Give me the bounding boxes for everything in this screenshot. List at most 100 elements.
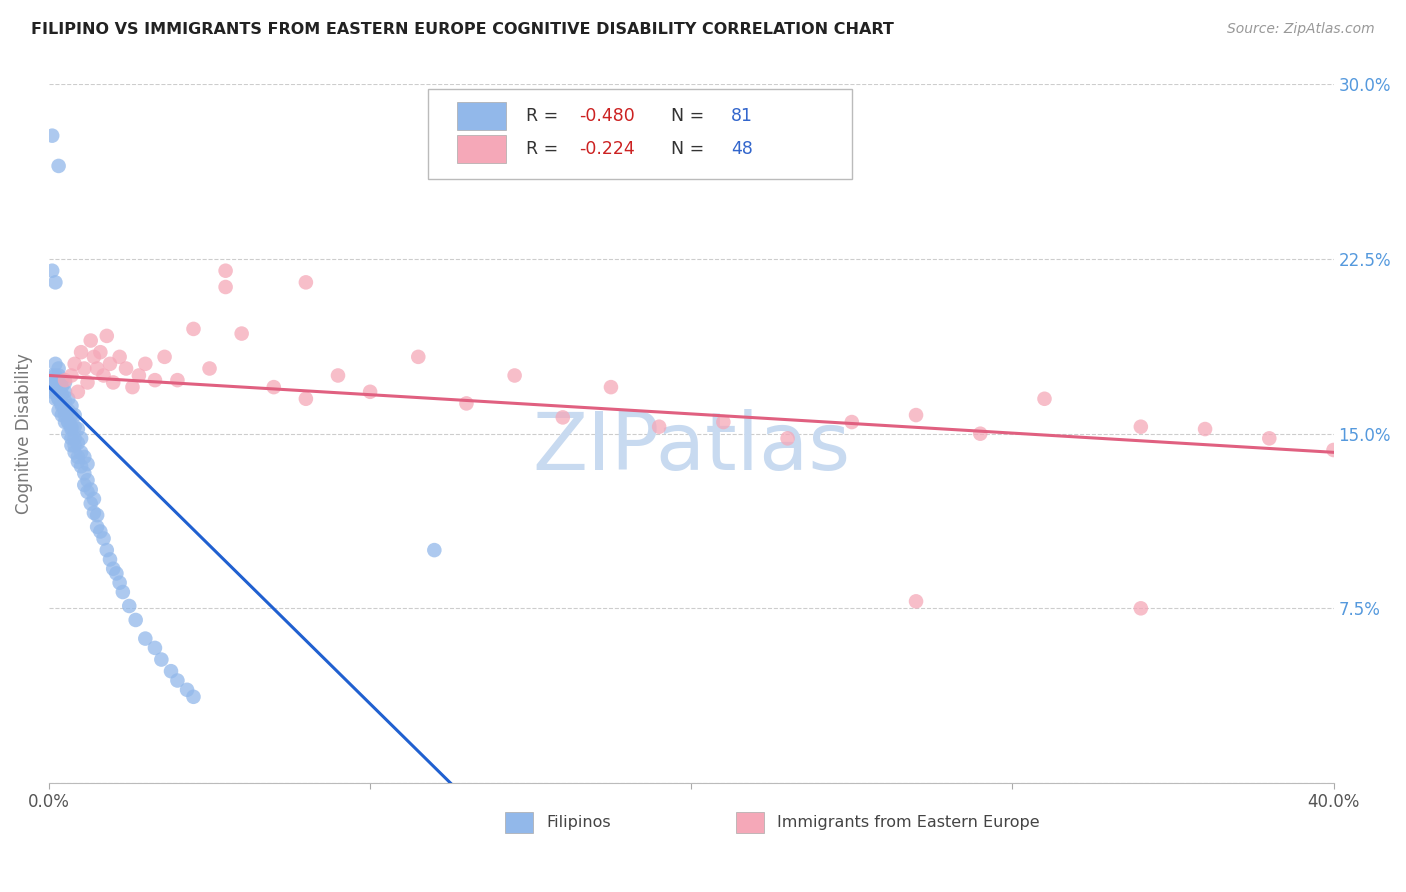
- Point: [60, 368, 83, 383]
- Point: [905, 594, 928, 608]
- Point: [53, 403, 76, 417]
- Point: [44, 368, 66, 383]
- Point: [66, 422, 89, 436]
- Point: [166, 673, 188, 688]
- Point: [63, 431, 86, 445]
- Point: [86, 508, 108, 523]
- Point: [44, 376, 66, 390]
- Text: ZIPatlas: ZIPatlas: [533, 409, 851, 487]
- Point: [48, 392, 70, 406]
- Point: [600, 380, 623, 394]
- Point: [103, 562, 125, 576]
- Point: [58, 392, 80, 406]
- Point: [48, 403, 70, 417]
- Text: Immigrants from Eastern Europe: Immigrants from Eastern Europe: [778, 815, 1040, 830]
- Point: [51, 396, 73, 410]
- Point: [86, 520, 108, 534]
- Bar: [737, 813, 765, 833]
- Point: [70, 431, 93, 445]
- Point: [326, 368, 349, 383]
- Point: [295, 276, 318, 290]
- Point: [98, 552, 121, 566]
- Text: N =: N =: [661, 140, 710, 158]
- Point: [60, 438, 83, 452]
- Point: [51, 373, 73, 387]
- Point: [60, 422, 83, 436]
- Point: [63, 438, 86, 452]
- Point: [423, 543, 446, 558]
- Text: R =: R =: [526, 140, 564, 158]
- Point: [134, 632, 156, 646]
- Point: [48, 384, 70, 399]
- Point: [841, 415, 863, 429]
- Point: [96, 543, 118, 558]
- Point: [70, 445, 93, 459]
- Point: [98, 357, 121, 371]
- Point: [48, 368, 70, 383]
- Point: [76, 473, 98, 487]
- Point: [63, 445, 86, 459]
- Point: [969, 426, 991, 441]
- Text: 48: 48: [731, 140, 754, 158]
- Point: [121, 380, 143, 394]
- Point: [60, 431, 83, 445]
- Point: [60, 419, 83, 434]
- Point: [66, 436, 89, 450]
- Point: [41, 373, 63, 387]
- Text: Filipinos: Filipinos: [546, 815, 610, 830]
- Point: [214, 280, 236, 294]
- Point: [118, 599, 141, 613]
- Text: -0.224: -0.224: [579, 140, 636, 158]
- Point: [53, 384, 76, 399]
- Point: [80, 483, 103, 497]
- Point: [214, 263, 236, 277]
- Point: [44, 276, 66, 290]
- Point: [406, 350, 429, 364]
- Point: [1033, 392, 1056, 406]
- Point: [53, 408, 76, 422]
- Point: [103, 376, 125, 390]
- Point: [359, 384, 381, 399]
- Point: [1258, 431, 1281, 445]
- Text: FILIPINO VS IMMIGRANTS FROM EASTERN EUROPE COGNITIVE DISABILITY CORRELATION CHAR: FILIPINO VS IMMIGRANTS FROM EASTERN EURO…: [31, 22, 894, 37]
- Point: [551, 410, 574, 425]
- Point: [183, 690, 205, 704]
- Point: [48, 392, 70, 406]
- Point: [711, 415, 734, 429]
- Bar: [505, 813, 533, 833]
- Point: [231, 326, 253, 341]
- Bar: [457, 135, 506, 162]
- Point: [44, 392, 66, 406]
- Text: N =: N =: [661, 107, 710, 125]
- Point: [63, 419, 86, 434]
- Point: [105, 566, 128, 581]
- Point: [58, 415, 80, 429]
- Point: [73, 467, 96, 481]
- Point: [80, 334, 103, 348]
- Point: [166, 373, 188, 387]
- Point: [51, 399, 73, 413]
- Point: [198, 361, 221, 376]
- Point: [108, 575, 131, 590]
- Point: [73, 450, 96, 464]
- Point: [53, 415, 76, 429]
- Point: [44, 384, 66, 399]
- Point: [48, 361, 70, 376]
- Point: [48, 376, 70, 390]
- Point: [86, 361, 108, 376]
- Point: [93, 368, 115, 383]
- Point: [41, 380, 63, 394]
- Point: [80, 497, 103, 511]
- Point: [96, 329, 118, 343]
- FancyBboxPatch shape: [427, 89, 852, 178]
- Point: [176, 682, 198, 697]
- Point: [76, 376, 98, 390]
- Point: [73, 361, 96, 376]
- Point: [905, 408, 928, 422]
- Point: [66, 450, 89, 464]
- Point: [73, 478, 96, 492]
- Point: [83, 350, 105, 364]
- Point: [143, 373, 166, 387]
- Text: 81: 81: [731, 107, 754, 125]
- Point: [108, 350, 131, 364]
